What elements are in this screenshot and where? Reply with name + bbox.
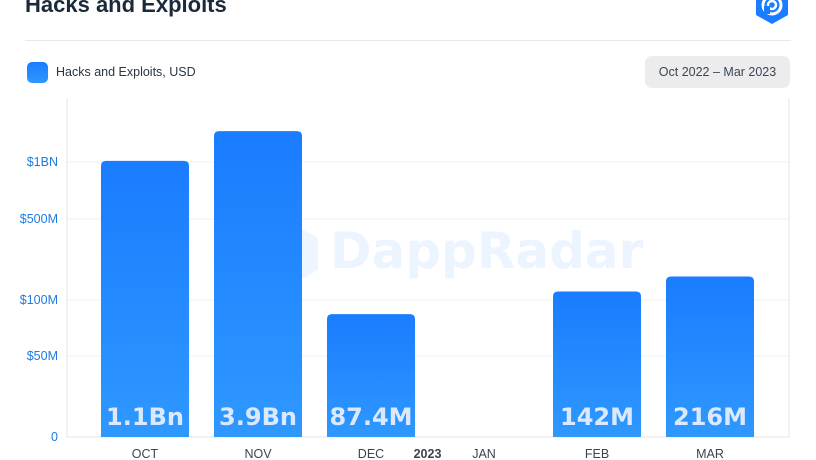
bars: 1.1Bn 3.9Bn 87.4M 142M 216M [101, 131, 754, 438]
legend[interactable]: Hacks and Exploits, USD [27, 61, 196, 83]
watermark-text: DappRadar [330, 222, 644, 280]
watermark: DappRadar [260, 222, 644, 286]
y-axis-ticks: 0 $50M $100M $500M $1BN [20, 155, 58, 444]
data-label-nov: 3.9Bn [219, 403, 297, 431]
date-range-button[interactable]: Oct 2022 – Mar 2023 [645, 56, 790, 88]
bar-feb[interactable] [553, 291, 641, 437]
data-label-dec: 87.4M [329, 403, 412, 431]
y-tick-label: $1BN [27, 155, 58, 169]
bar-nov[interactable] [214, 131, 302, 438]
x-tick-label-oct: OCT [132, 447, 159, 460]
y-tick-label: $50M [27, 349, 58, 363]
x-tick-label-feb: FEB [585, 447, 609, 460]
data-label-feb: 142M [560, 403, 634, 431]
x-tick-label-jan: JAN [472, 447, 496, 460]
x-tick-label-nov: NOV [244, 447, 272, 460]
year-marker-label: 2023 [414, 447, 442, 460]
y-tick-label: 0 [51, 430, 58, 444]
bar-oct[interactable] [101, 160, 189, 437]
dappradar-logo-icon [756, 0, 788, 24]
x-axis-labels: OCT NOV DEC JAN FEB MAR 2023 [132, 447, 724, 460]
x-tick-label-dec: DEC [358, 447, 384, 460]
bar-dec[interactable] [327, 314, 415, 437]
x-tick-label-mar: MAR [696, 447, 724, 460]
data-label-oct: 1.1Bn [106, 403, 184, 431]
y-tick-label: $500M [20, 212, 58, 226]
legend-swatch [27, 61, 48, 83]
legend-label: Hacks and Exploits, USD [56, 65, 196, 79]
bar-mar[interactable] [666, 276, 754, 437]
y-tick-label: $100M [20, 293, 58, 307]
data-label-mar: 216M [673, 403, 747, 431]
chart-title: Hacks and Exploits [25, 0, 227, 17]
header-divider [25, 40, 791, 41]
